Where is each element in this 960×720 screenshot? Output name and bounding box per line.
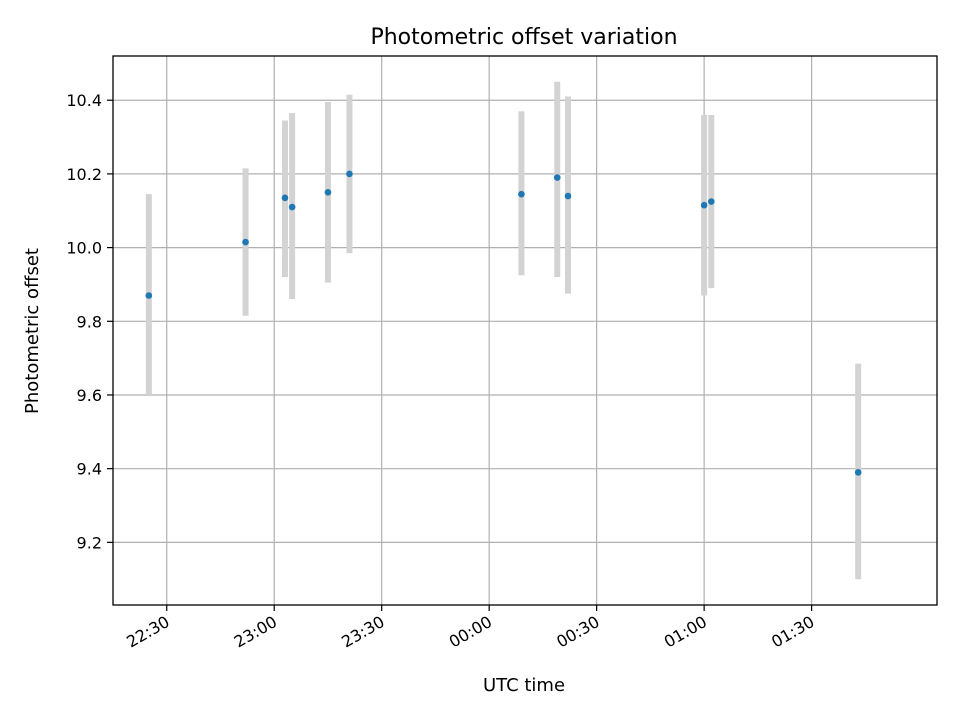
x-axis-label: UTC time	[483, 675, 565, 696]
x-tick-label: 01:30	[768, 612, 817, 652]
y-tick-label: 10.2	[66, 165, 102, 184]
chart-title: Photometric offset variation	[370, 25, 677, 50]
x-tick-label: 23:30	[338, 612, 387, 652]
y-tick-label: 9.4	[77, 460, 102, 479]
x-tick-label: 01:00	[661, 612, 710, 652]
y-tick-label: 10.0	[66, 239, 102, 258]
data-point	[700, 201, 708, 209]
grid	[113, 56, 937, 605]
plot-frame	[112, 55, 938, 606]
y-tick-label: 9.2	[77, 533, 102, 552]
y-tick-label: 9.8	[77, 312, 102, 331]
data-point	[242, 238, 249, 246]
data-point	[707, 198, 715, 205]
data-point	[145, 292, 153, 299]
x-axis-ticks: 22:30 23:00 23:30 00:00 00:30 01:00 01:30	[123, 605, 818, 652]
y-tick-label: 9.6	[77, 386, 102, 405]
data-point	[518, 190, 525, 198]
data-point	[564, 192, 572, 200]
errorbars	[145, 81, 862, 580]
data-point	[324, 189, 332, 196]
data-point	[288, 203, 296, 211]
x-tick-label: 00:00	[446, 612, 495, 652]
y-axis-label: Photometric offset	[22, 248, 43, 414]
x-tick-label: 00:30	[553, 612, 602, 652]
x-tick-label: 23:00	[231, 612, 280, 652]
data-point	[553, 174, 561, 181]
data-points	[145, 170, 862, 476]
y-tick-label: 10.4	[66, 91, 102, 110]
data-point	[281, 194, 289, 202]
y-axis-ticks: 9.2 9.4 9.6 9.8 10.0 10.2 10.4	[66, 91, 113, 552]
x-tick-label: 22:30	[123, 612, 172, 652]
data-point	[854, 469, 862, 476]
data-point	[346, 170, 353, 178]
